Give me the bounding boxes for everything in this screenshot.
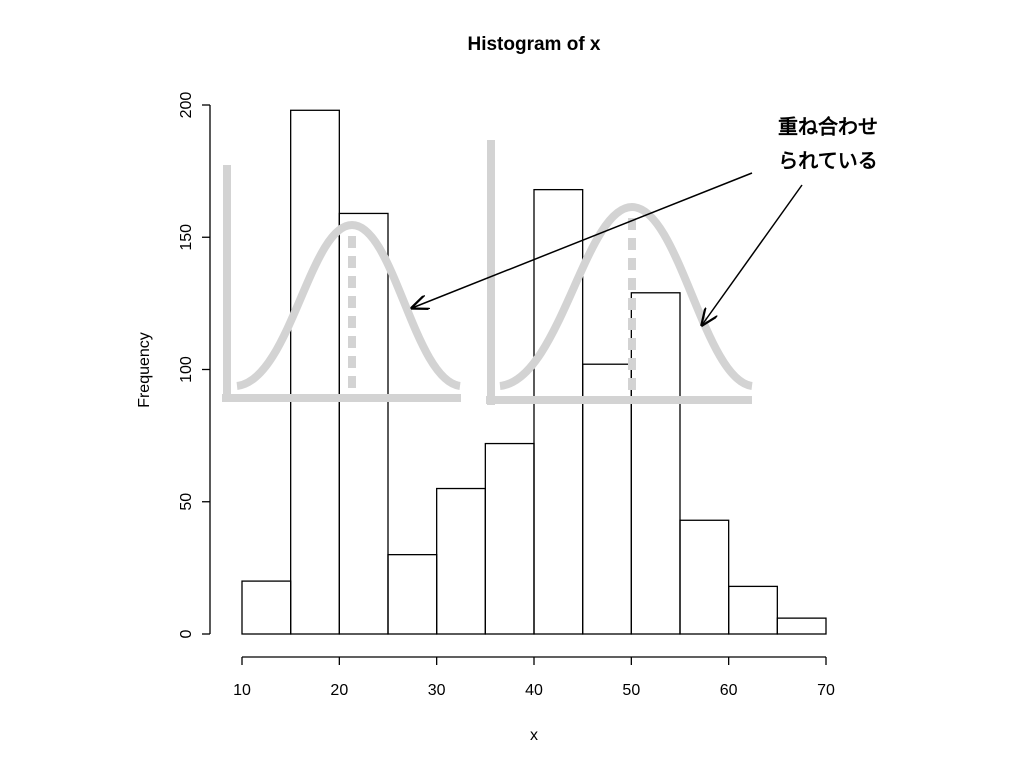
y-tick-label: 100: [178, 356, 195, 383]
bar: [776, 617, 827, 635]
bar: [630, 292, 681, 635]
x-tick-label: 20: [330, 682, 348, 699]
deco-curve: [499, 202, 754, 390]
annotation: られている: [778, 149, 877, 172]
arrow: [412, 172, 753, 308]
decoration: [222, 140, 754, 405]
y-tick-label: 200: [178, 92, 195, 119]
bars: [241, 109, 827, 635]
y-tick-label: 0: [178, 629, 195, 638]
x-axis-label: x: [530, 727, 538, 744]
y-tick-label: 50: [178, 493, 195, 511]
x-tick-label: 30: [428, 682, 446, 699]
y-axis-label: Frequency: [136, 332, 153, 408]
x-tick-label: 10: [233, 682, 251, 699]
x-tick-label: 70: [817, 682, 835, 699]
chart-title: Histogram of x: [467, 34, 600, 55]
deco-axes: [222, 165, 461, 402]
bar: [338, 212, 389, 635]
bar: [728, 585, 778, 635]
deco-curve: [236, 220, 462, 390]
x-tick-label: 60: [720, 682, 738, 699]
x-tick-label: 50: [622, 682, 640, 699]
y-tick-label: 150: [178, 224, 195, 251]
x-tick-label: 40: [525, 682, 543, 699]
arrow: [702, 184, 803, 325]
deco-axes: [486, 140, 752, 405]
annotation: 重ね合わせ: [778, 114, 878, 138]
bar: [679, 519, 730, 635]
